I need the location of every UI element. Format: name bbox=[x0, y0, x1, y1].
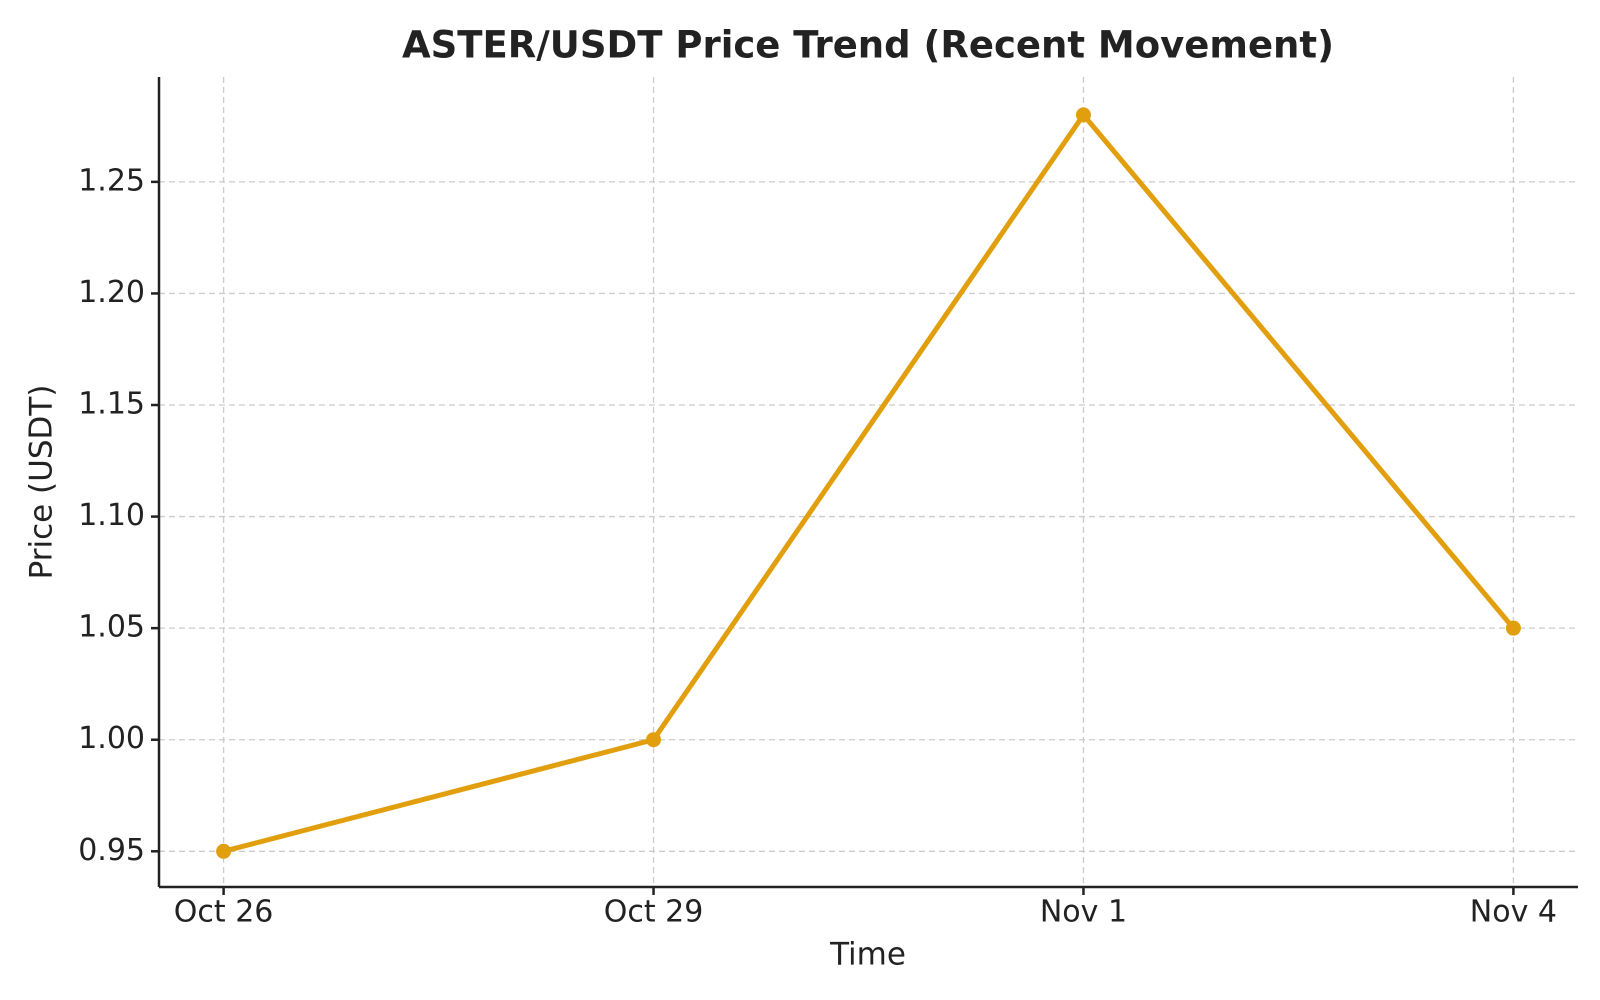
y-tick-label: 1.25 bbox=[78, 163, 145, 198]
y-tick-label: 1.10 bbox=[78, 498, 145, 533]
y-axis-label: Price (USDT) bbox=[24, 385, 60, 580]
point bbox=[216, 843, 232, 859]
y-tick-label: 1.05 bbox=[78, 610, 145, 645]
y-tick-label: 1.20 bbox=[78, 275, 145, 310]
y-tick-label: 1.00 bbox=[78, 721, 145, 756]
line bbox=[222, 112, 1516, 854]
y-tick-label: 1.15 bbox=[78, 387, 145, 422]
x-axis-label: Time bbox=[829, 937, 906, 973]
point bbox=[1075, 107, 1091, 123]
y-tick-label: 0.95 bbox=[78, 833, 145, 868]
x-tick-label: Nov 4 bbox=[1470, 895, 1557, 930]
x-tick-label: Oct 29 bbox=[604, 895, 704, 930]
x-tick-label: Nov 1 bbox=[1040, 895, 1127, 930]
x-tick-label: Oct 26 bbox=[174, 895, 274, 930]
chart-title: ASTER/USDT Price Trend (Recent Movement) bbox=[402, 24, 1334, 67]
point bbox=[646, 732, 662, 748]
point bbox=[1505, 620, 1521, 636]
